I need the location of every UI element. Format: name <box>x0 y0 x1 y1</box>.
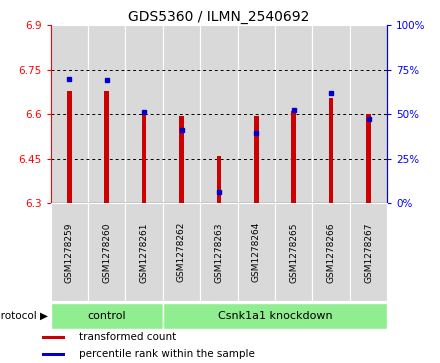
Text: GSM1278266: GSM1278266 <box>326 222 336 282</box>
Text: percentile rank within the sample: percentile rank within the sample <box>79 349 255 359</box>
Text: GSM1278267: GSM1278267 <box>364 222 373 282</box>
Bar <box>275 203 312 301</box>
Text: GSM1278264: GSM1278264 <box>252 222 261 282</box>
Text: GSM1278262: GSM1278262 <box>177 222 186 282</box>
Bar <box>142 111 147 203</box>
Bar <box>42 352 65 356</box>
Bar <box>312 25 350 203</box>
Bar <box>163 203 200 301</box>
Text: protocol ▶: protocol ▶ <box>0 311 48 321</box>
Bar <box>104 91 109 203</box>
Bar <box>179 116 184 203</box>
Bar <box>88 203 125 301</box>
Bar <box>51 203 88 301</box>
Bar <box>42 335 65 339</box>
Bar <box>200 203 238 301</box>
Text: transformed count: transformed count <box>79 332 176 342</box>
Text: control: control <box>88 311 126 321</box>
Bar <box>291 111 296 203</box>
Text: GSM1278260: GSM1278260 <box>102 222 111 282</box>
Bar <box>350 203 387 301</box>
Text: GSM1278261: GSM1278261 <box>139 222 149 282</box>
Text: GSM1278259: GSM1278259 <box>65 222 74 282</box>
Bar <box>67 91 72 203</box>
Text: Csnk1a1 knockdown: Csnk1a1 knockdown <box>218 311 332 321</box>
Bar <box>125 203 163 301</box>
Bar <box>238 25 275 203</box>
Text: GSM1278265: GSM1278265 <box>289 222 298 282</box>
Bar <box>312 203 350 301</box>
Title: GDS5360 / ILMN_2540692: GDS5360 / ILMN_2540692 <box>128 11 310 24</box>
Bar <box>125 25 163 203</box>
Bar <box>350 25 387 203</box>
Bar <box>51 303 163 329</box>
Bar <box>163 303 387 329</box>
Bar <box>163 25 200 203</box>
Bar <box>275 25 312 203</box>
Bar <box>88 25 125 203</box>
Bar <box>200 25 238 203</box>
Text: GSM1278263: GSM1278263 <box>214 222 224 282</box>
Bar <box>329 98 334 203</box>
Bar <box>238 203 275 301</box>
Bar <box>366 114 371 203</box>
Bar <box>216 156 221 203</box>
Bar <box>51 25 88 203</box>
Bar <box>254 116 259 203</box>
